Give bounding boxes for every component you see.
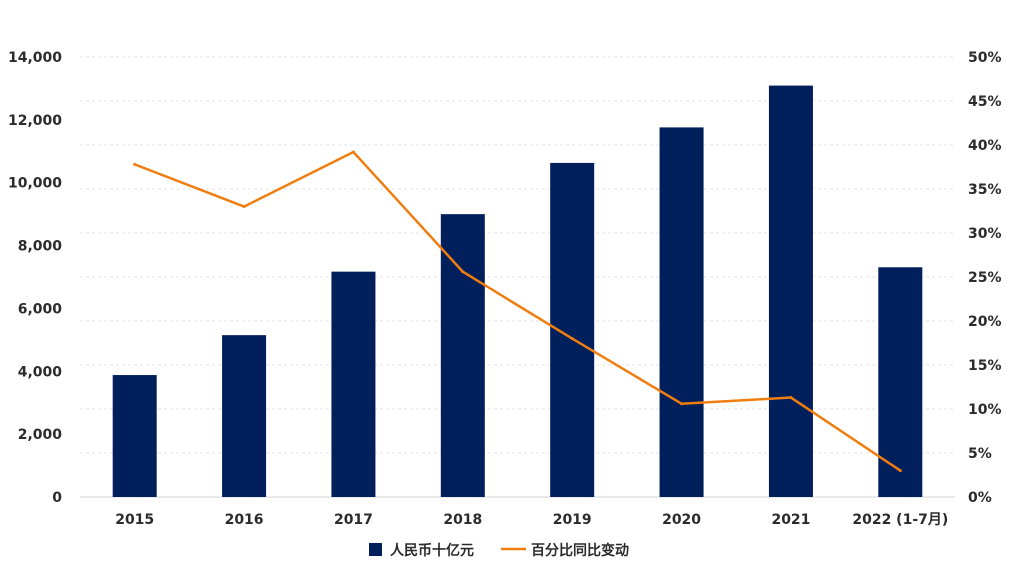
bar bbox=[768, 85, 813, 497]
right-tick-label: 30% bbox=[968, 226, 1002, 242]
left-tick-label: 12,000 bbox=[8, 113, 62, 129]
line-point bbox=[351, 150, 355, 154]
right-axis: 0% 5% 10% 15% 20% 25% 30% 35% 40% 45% 50% bbox=[968, 50, 1002, 506]
bar bbox=[440, 214, 485, 497]
bar bbox=[659, 127, 704, 498]
right-tick-label: 10% bbox=[968, 402, 1002, 418]
line-point bbox=[242, 205, 246, 209]
bar bbox=[112, 375, 157, 497]
left-tick-label: 0 bbox=[52, 490, 62, 506]
line-series bbox=[133, 150, 902, 473]
right-tick-label: 45% bbox=[968, 94, 1002, 110]
x-tick-label: 2019 bbox=[553, 512, 592, 528]
left-tick-label: 8,000 bbox=[18, 239, 63, 255]
right-tick-label: 25% bbox=[968, 270, 1002, 286]
right-tick-label: 0% bbox=[968, 490, 992, 506]
line-point bbox=[133, 162, 137, 166]
gridlines bbox=[80, 56, 955, 498]
line-point bbox=[680, 402, 684, 406]
x-axis: 2015 2016 2017 2018 2019 2020 2021 2022 (1-7月) bbox=[115, 512, 948, 528]
line-point bbox=[898, 469, 902, 473]
left-tick-label: 4,000 bbox=[18, 364, 63, 380]
x-tick-label: 2018 bbox=[443, 512, 482, 528]
right-tick-label: 50% bbox=[968, 50, 1002, 66]
right-tick-label: 20% bbox=[968, 314, 1002, 330]
bar bbox=[222, 335, 267, 497]
x-tick-label: 2017 bbox=[334, 512, 373, 528]
legend-line-label: 百分比同比变动 bbox=[531, 542, 629, 559]
legend-bar-label: 人民币十亿元 bbox=[390, 542, 474, 559]
x-tick-label: 2016 bbox=[225, 512, 264, 528]
x-tick-label: 2022 (1-7月) bbox=[852, 512, 948, 528]
left-tick-label: 2,000 bbox=[18, 427, 63, 443]
bar bbox=[331, 271, 376, 497]
legend-bar-swatch bbox=[369, 543, 382, 556]
series-line bbox=[134, 150, 902, 472]
x-tick-label: 2021 bbox=[771, 512, 810, 528]
legend: 人民币十亿元 百分比同比变动 bbox=[369, 542, 629, 559]
x-tick-label: 2020 bbox=[662, 512, 701, 528]
left-axis: 0 2,000 4,000 6,000 8,000 10,000 12,000 14,000 bbox=[8, 50, 62, 506]
right-tick-label: 35% bbox=[968, 182, 1002, 198]
right-tick-label: 15% bbox=[968, 358, 1002, 374]
line-point bbox=[461, 270, 465, 274]
bar bbox=[878, 267, 923, 497]
left-tick-label: 10,000 bbox=[8, 176, 62, 192]
right-tick-label: 5% bbox=[968, 446, 992, 462]
line-point bbox=[570, 337, 574, 341]
left-tick-label: 6,000 bbox=[18, 301, 63, 317]
x-tick-label: 2015 bbox=[115, 512, 154, 528]
bar-series bbox=[112, 85, 923, 498]
line-point bbox=[789, 396, 793, 400]
right-tick-label: 40% bbox=[968, 138, 1002, 154]
left-tick-label: 14,000 bbox=[8, 50, 62, 66]
